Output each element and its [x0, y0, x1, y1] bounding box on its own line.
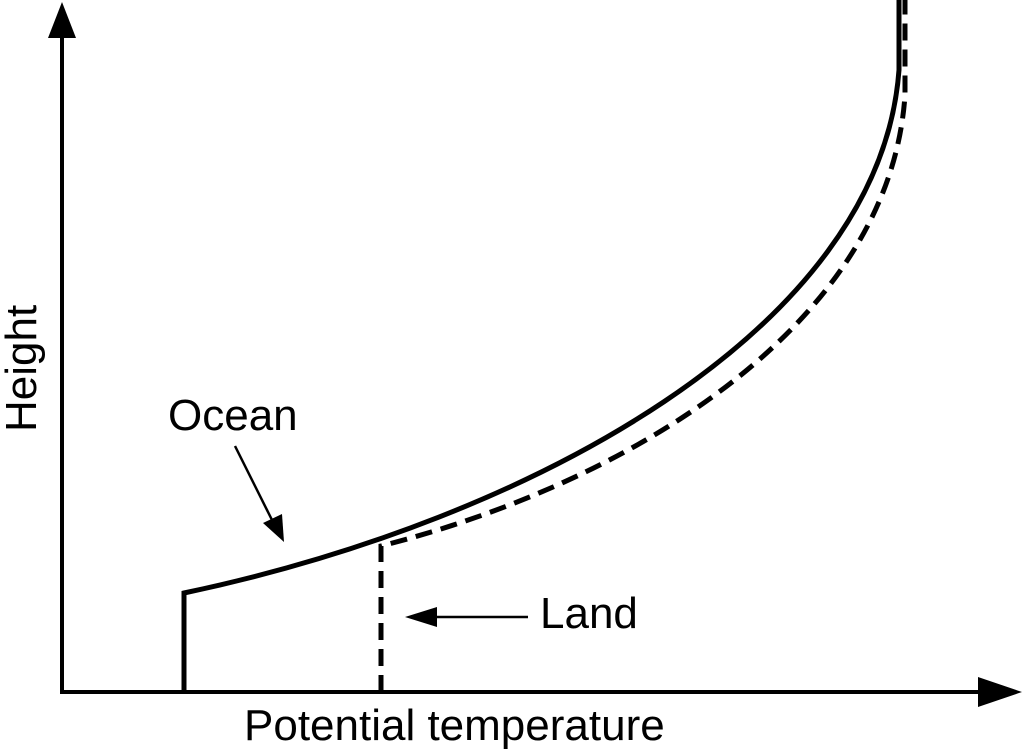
ocean-profile-curve: [181, 0, 902, 692]
ocean-arrow-line: [233, 445, 274, 521]
land-arrow-head: [405, 607, 437, 627]
x-axis: [60, 677, 1022, 707]
y-axis-label: Height: [0, 305, 46, 432]
land-label: Land: [540, 589, 638, 638]
x-axis-label: Potential temperature: [244, 701, 665, 750]
y-axis: [48, 2, 76, 692]
y-axis-arrowhead: [48, 2, 76, 38]
land-arrow: [405, 607, 528, 627]
land-profile-curve: [378, 0, 908, 692]
ocean-label: Ocean: [168, 391, 298, 440]
ocean-arrow-head: [263, 514, 284, 542]
ocean-arrow: [233, 445, 284, 542]
x-axis-arrowhead: [978, 677, 1022, 707]
